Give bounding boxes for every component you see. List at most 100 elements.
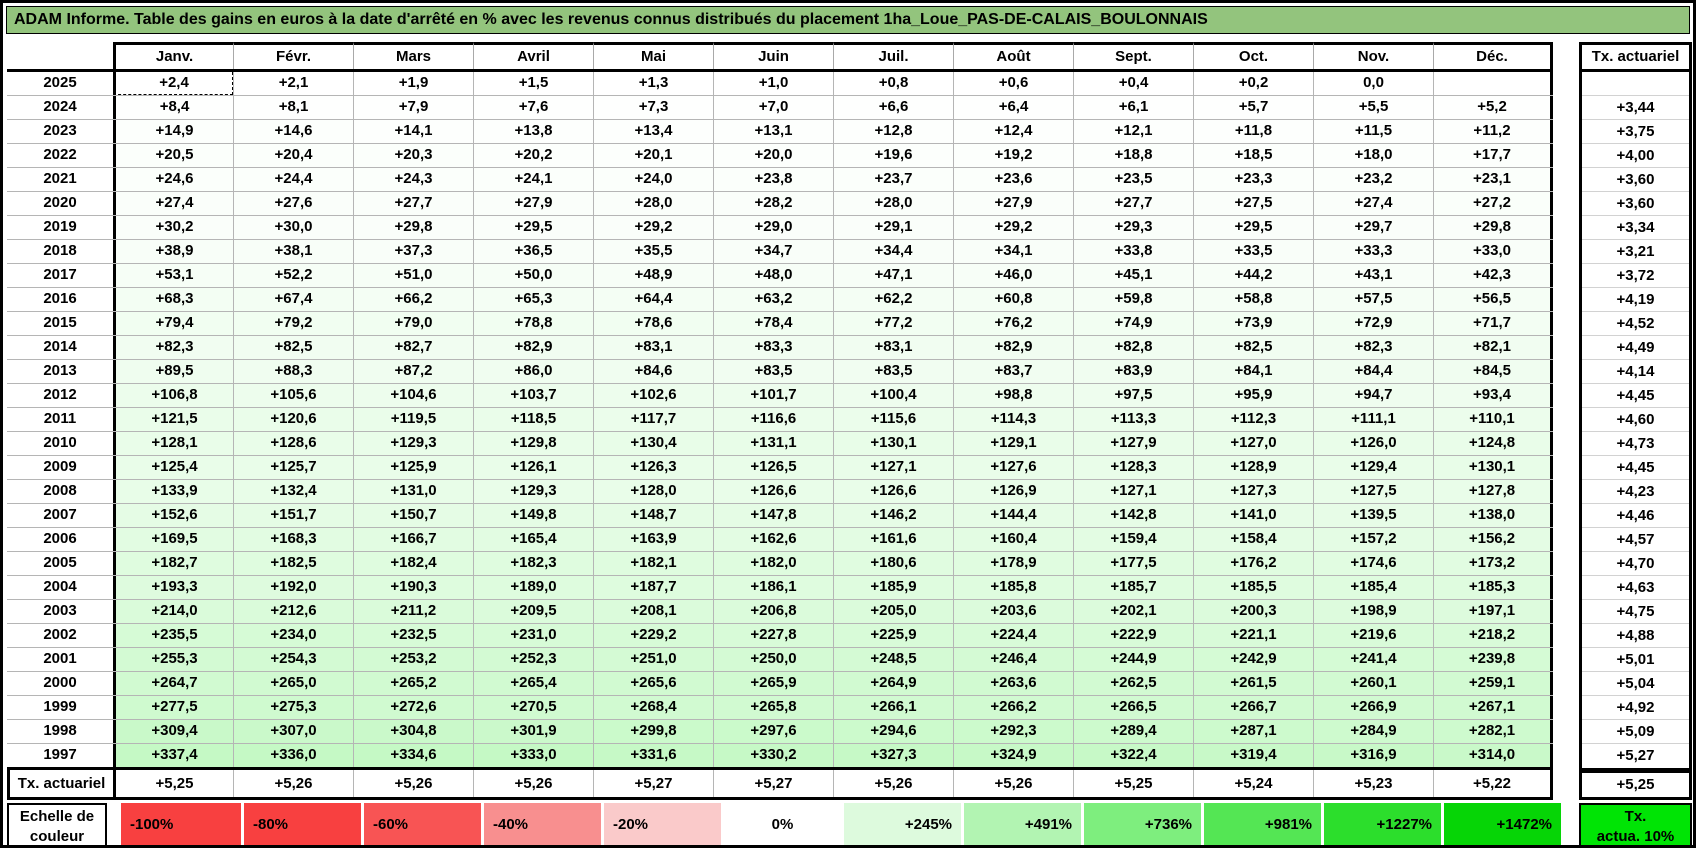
gain-cell[interactable]: +168,3 [233,528,353,551]
gain-cell[interactable]: +79,2 [233,312,353,335]
gain-cell[interactable]: +82,3 [113,336,233,359]
gain-cell[interactable]: +48,0 [713,264,833,287]
gain-cell[interactable]: +126,9 [953,480,1073,503]
gain-cell[interactable]: +113,3 [1073,408,1193,431]
gain-cell[interactable]: +13,1 [713,120,833,143]
gain-cell[interactable]: +265,0 [233,672,353,695]
gain-cell[interactable]: +57,5 [1313,288,1433,311]
actuarial-rate-cell[interactable]: +5,26 [233,770,353,797]
gain-cell[interactable]: +12,1 [1073,120,1193,143]
gain-cell[interactable]: +301,9 [473,720,593,743]
gain-cell[interactable]: +126,6 [713,480,833,503]
gain-cell[interactable]: +121,5 [113,408,233,431]
gain-cell[interactable]: +129,3 [353,432,473,455]
gain-cell[interactable]: +251,0 [593,648,713,671]
year-label[interactable]: 2018 [7,240,113,263]
gain-cell[interactable]: +20,5 [113,144,233,167]
gain-cell[interactable]: +178,9 [953,552,1073,575]
gain-cell[interactable]: +250,0 [713,648,833,671]
gain-cell[interactable]: +331,6 [593,744,713,767]
gain-cell[interactable]: +225,9 [833,624,953,647]
gain-cell[interactable]: +157,2 [1313,528,1433,551]
actuarial-total-cell[interactable]: +5,25 [1579,770,1692,800]
gain-cell[interactable]: +83,3 [713,336,833,359]
gain-cell[interactable]: +266,2 [953,696,1073,719]
gain-cell[interactable]: +0,4 [1073,72,1193,95]
gain-cell[interactable]: +105,6 [233,384,353,407]
gain-cell[interactable]: +287,1 [1193,720,1313,743]
gain-cell[interactable]: +112,3 [1193,408,1313,431]
gain-cell[interactable]: +20,3 [353,144,473,167]
gain-cell[interactable]: +336,0 [233,744,353,767]
gain-cell[interactable]: +37,3 [353,240,473,263]
gain-cell[interactable]: +11,8 [1193,120,1313,143]
gain-cell[interactable]: +129,8 [473,432,593,455]
gain-cell[interactable]: +333,0 [473,744,593,767]
year-label[interactable]: 2015 [7,312,113,335]
gain-cell[interactable]: +72,9 [1313,312,1433,335]
year-label[interactable]: 2010 [7,432,113,455]
gain-cell[interactable]: +30,0 [233,216,353,239]
gain-cell[interactable]: +83,1 [593,336,713,359]
actuarial-column-header[interactable]: Tx. actuariel [1582,45,1689,72]
gain-cell[interactable] [1433,72,1553,95]
gain-cell[interactable]: +162,6 [713,528,833,551]
gain-cell[interactable]: +244,9 [1073,648,1193,671]
gain-cell[interactable]: +35,5 [593,240,713,263]
actuarial-value-cell[interactable]: +4,14 [1582,360,1689,384]
gain-cell[interactable]: +104,6 [353,384,473,407]
actuarial-value-cell[interactable]: +3,60 [1582,168,1689,192]
actuarial-value-cell[interactable]: +4,23 [1582,480,1689,504]
gain-cell[interactable]: +127,6 [953,456,1073,479]
gain-cell[interactable]: +165,4 [473,528,593,551]
gain-cell[interactable]: +66,2 [353,288,473,311]
gain-cell[interactable]: +11,2 [1433,120,1553,143]
gain-cell[interactable]: +264,9 [833,672,953,695]
gain-cell[interactable]: +0,8 [833,72,953,95]
gain-cell[interactable]: +270,5 [473,696,593,719]
month-header-cell[interactable]: Oct. [1193,42,1313,69]
gain-cell[interactable]: +28,2 [713,192,833,215]
gain-cell[interactable]: +68,3 [113,288,233,311]
actuarial-value-cell[interactable]: +4,00 [1582,144,1689,168]
gain-cell[interactable]: +222,9 [1073,624,1193,647]
actuarial-value-cell[interactable]: +3,75 [1582,120,1689,144]
gain-cell[interactable]: +275,3 [233,696,353,719]
month-header-cell[interactable]: Janv. [113,42,233,69]
gain-cell[interactable]: +78,6 [593,312,713,335]
actuarial-value-cell[interactable]: +4,88 [1582,624,1689,648]
year-label[interactable]: 2000 [7,672,113,695]
gain-cell[interactable]: +29,2 [953,216,1073,239]
month-header-cell[interactable]: Mai [593,42,713,69]
gain-cell[interactable]: +29,2 [593,216,713,239]
gain-cell[interactable]: +93,4 [1433,384,1553,407]
gain-cell[interactable]: +259,1 [1433,672,1553,695]
year-label[interactable]: 2007 [7,504,113,527]
gain-cell[interactable]: +73,9 [1193,312,1313,335]
gain-cell[interactable]: +151,7 [233,504,353,527]
year-label[interactable]: 2003 [7,600,113,623]
gain-cell[interactable]: +241,4 [1313,648,1433,671]
gain-cell[interactable]: +71,7 [1433,312,1553,335]
gain-cell[interactable]: +12,4 [953,120,1073,143]
gain-cell[interactable]: +166,7 [353,528,473,551]
gain-cell[interactable]: +7,0 [713,96,833,119]
gain-cell[interactable]: +23,6 [953,168,1073,191]
actuarial-value-cell[interactable]: +5,04 [1582,672,1689,696]
gain-cell[interactable]: +27,9 [953,192,1073,215]
gain-cell[interactable]: +5,5 [1313,96,1433,119]
gain-cell[interactable]: +52,2 [233,264,353,287]
gain-cell[interactable]: +174,6 [1313,552,1433,575]
gain-cell[interactable]: +254,3 [233,648,353,671]
gain-cell[interactable]: +1,3 [593,72,713,95]
gain-cell[interactable]: +127,5 [1313,480,1433,503]
gain-cell[interactable]: +130,1 [1433,456,1553,479]
gain-cell[interactable]: +266,1 [833,696,953,719]
actuarial-value-cell[interactable]: +5,27 [1616,747,1655,764]
month-header-cell[interactable]: Juin [713,42,833,69]
gain-cell[interactable]: +110,1 [1433,408,1553,431]
gain-cell[interactable]: +83,7 [953,360,1073,383]
actuarial-rate-cell[interactable]: +5,27 [713,770,833,797]
gain-cell[interactable]: +193,3 [113,576,233,599]
gain-cell[interactable]: +102,6 [593,384,713,407]
